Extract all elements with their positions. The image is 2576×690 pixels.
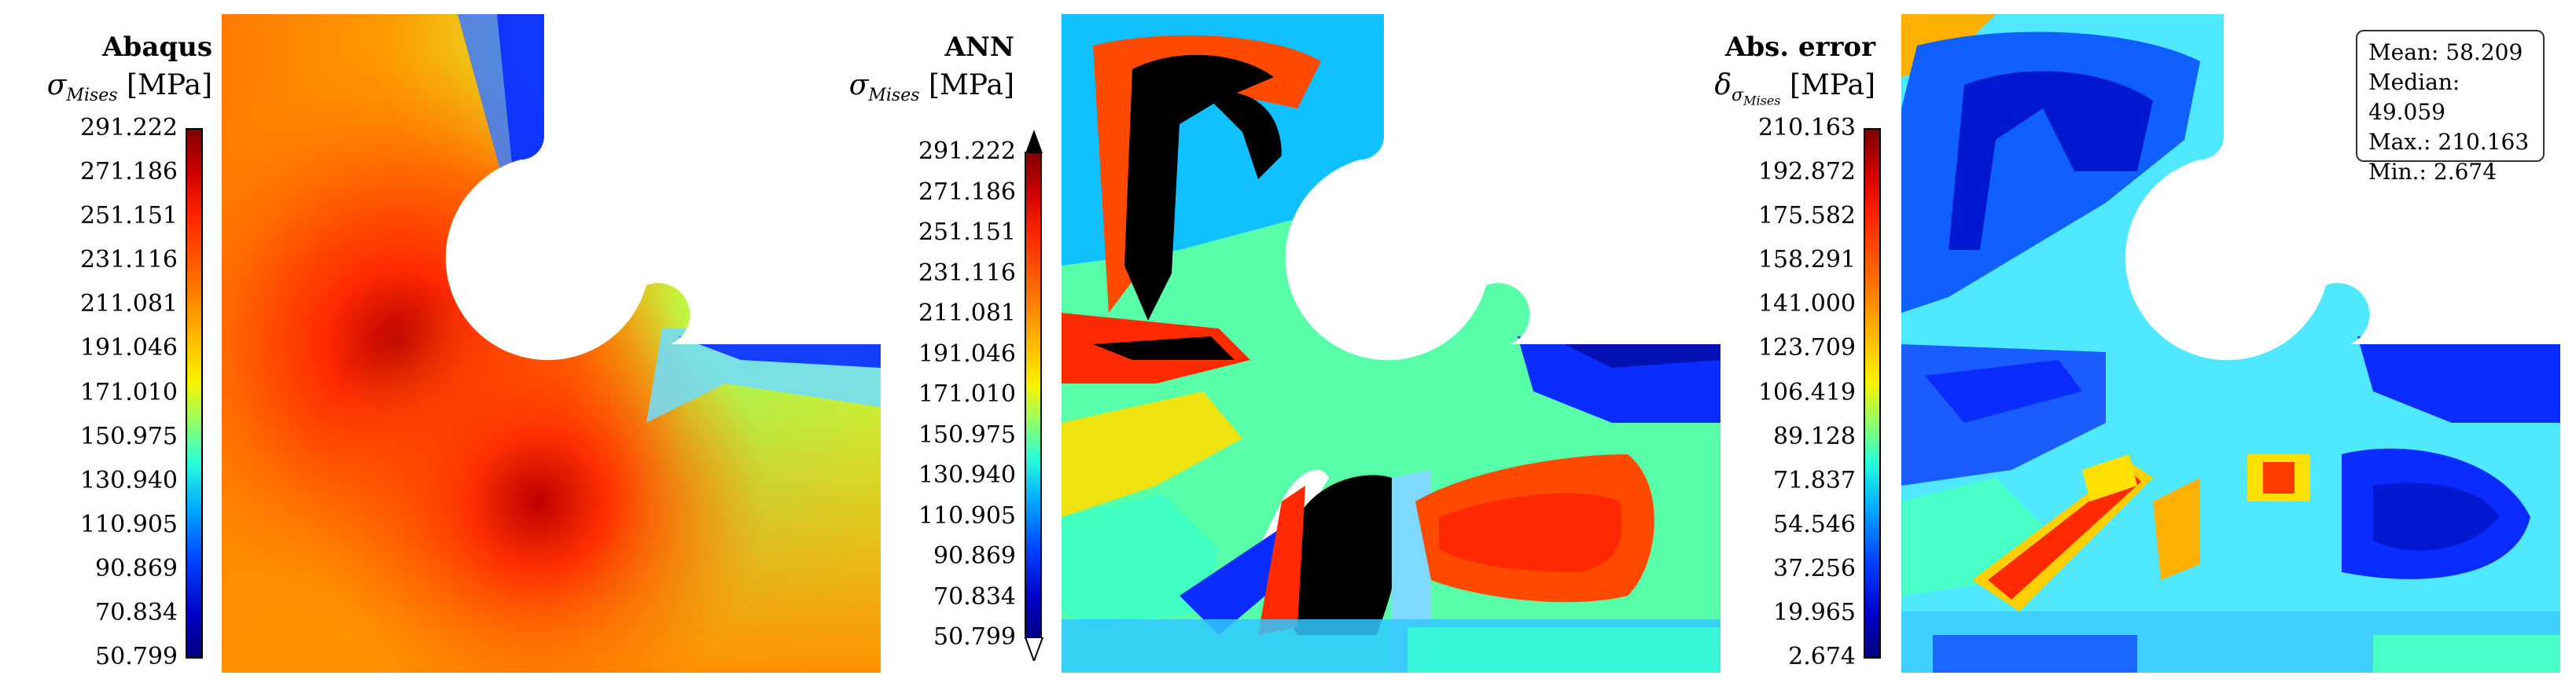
colorbar-tick-label: 71.837 — [1773, 466, 1856, 494]
colorbar-tick-label: 271.186 — [79, 158, 178, 186]
panel-title: Abs. error — [1724, 31, 1875, 63]
colorbar-tick-label: 291.222 — [918, 138, 1016, 165]
colorbar-tick-label: 171.010 — [918, 380, 1016, 408]
panel-title: Abaqus — [102, 31, 212, 63]
stress-field-abaqus — [222, 14, 881, 673]
colorbar-tick-label: 251.151 — [918, 218, 1016, 246]
colorbar-tick-label: 90.869 — [95, 554, 178, 582]
colorbar — [1025, 152, 1042, 639]
colorbar-tick-label: 210.163 — [1757, 114, 1856, 141]
colorbar-extend-top-arrow — [1025, 130, 1043, 153]
colorbar-tick-label: 90.869 — [933, 542, 1016, 570]
stat-max: Max.: 210.163 — [2368, 129, 2530, 155]
stat-mean: Mean: 58.209 — [2368, 39, 2523, 65]
colorbar-tick-label: 192.872 — [1757, 158, 1856, 186]
colorbar-tick-label: 291.222 — [79, 114, 178, 141]
colorbar-tick-label: 158.291 — [1757, 246, 1856, 274]
colorbar-tick-label: 50.799 — [95, 643, 178, 670]
colorbar-tick-label: 191.046 — [918, 339, 1016, 368]
stat-min: Min.: 2.674 — [2368, 159, 2497, 185]
colorbar-tick-label: 211.081 — [79, 290, 178, 318]
panel-ann: ANN σMises [MPa] — [786, 0, 1014, 690]
quantity-label: δσMises [MPa] — [1714, 69, 1875, 108]
colorbar-tick-label: 123.709 — [1757, 334, 1856, 362]
quantity-label: σMises [MPa] — [848, 69, 1014, 106]
colorbar-tick-label: 191.046 — [79, 334, 178, 362]
colorbar-tick-label: 2.674 — [1788, 643, 1856, 670]
panel-abaqus: Abaqus σMises [MPa] — [0, 0, 212, 690]
stat-median: Median: 49.059 — [2368, 69, 2460, 125]
colorbar-tick-label: 251.151 — [79, 202, 178, 230]
quantity-label: σMises [MPa] — [46, 69, 212, 106]
colorbar-tick-label: 211.081 — [918, 299, 1016, 327]
colorbar-tick-label: 130.940 — [79, 466, 178, 494]
colorbar-tick-label: 50.799 — [933, 623, 1016, 651]
colorbar-tick-label: 150.975 — [918, 420, 1016, 449]
colorbar-tick-label: 70.834 — [95, 598, 178, 626]
panel-title: ANN — [944, 31, 1014, 63]
colorbar-tick-label: 110.905 — [79, 510, 178, 538]
colorbar-tick-label: 175.582 — [1757, 202, 1856, 230]
colorbar-tick-label: 271.186 — [918, 178, 1016, 206]
colorbar-tick-label: 110.905 — [918, 501, 1016, 530]
colorbar — [1864, 128, 1881, 659]
error-field — [1901, 14, 2560, 673]
colorbar-tick-label: 19.965 — [1773, 598, 1856, 626]
colorbar-tick-label: 231.116 — [918, 259, 1016, 287]
colorbar-tick-label: 54.546 — [1773, 510, 1856, 538]
panel-abs-error: Abs. error δσMises [MPa] — [1573, 0, 1875, 690]
colorbar-tick-label: 141.000 — [1757, 290, 1856, 318]
colorbar-extend-bottom-arrow — [1025, 637, 1043, 661]
colorbar-tick-label: 70.834 — [933, 582, 1016, 611]
stress-field-ann — [1062, 14, 1720, 673]
error-statistics-box: Mean: 58.209 Median: 49.059 Max.: 210.16… — [2356, 30, 2545, 185]
colorbar-tick-label: 106.419 — [1757, 378, 1856, 406]
colorbar-tick-label: 171.010 — [79, 378, 178, 406]
colorbar-tick-label: 130.940 — [918, 461, 1016, 489]
colorbar-tick-label: 231.116 — [79, 246, 178, 274]
colorbar-tick-label: 150.975 — [79, 422, 178, 450]
colorbar-tick-label: 37.256 — [1773, 554, 1856, 582]
colorbar-tick-label: 89.128 — [1773, 422, 1856, 450]
colorbar — [186, 128, 203, 659]
